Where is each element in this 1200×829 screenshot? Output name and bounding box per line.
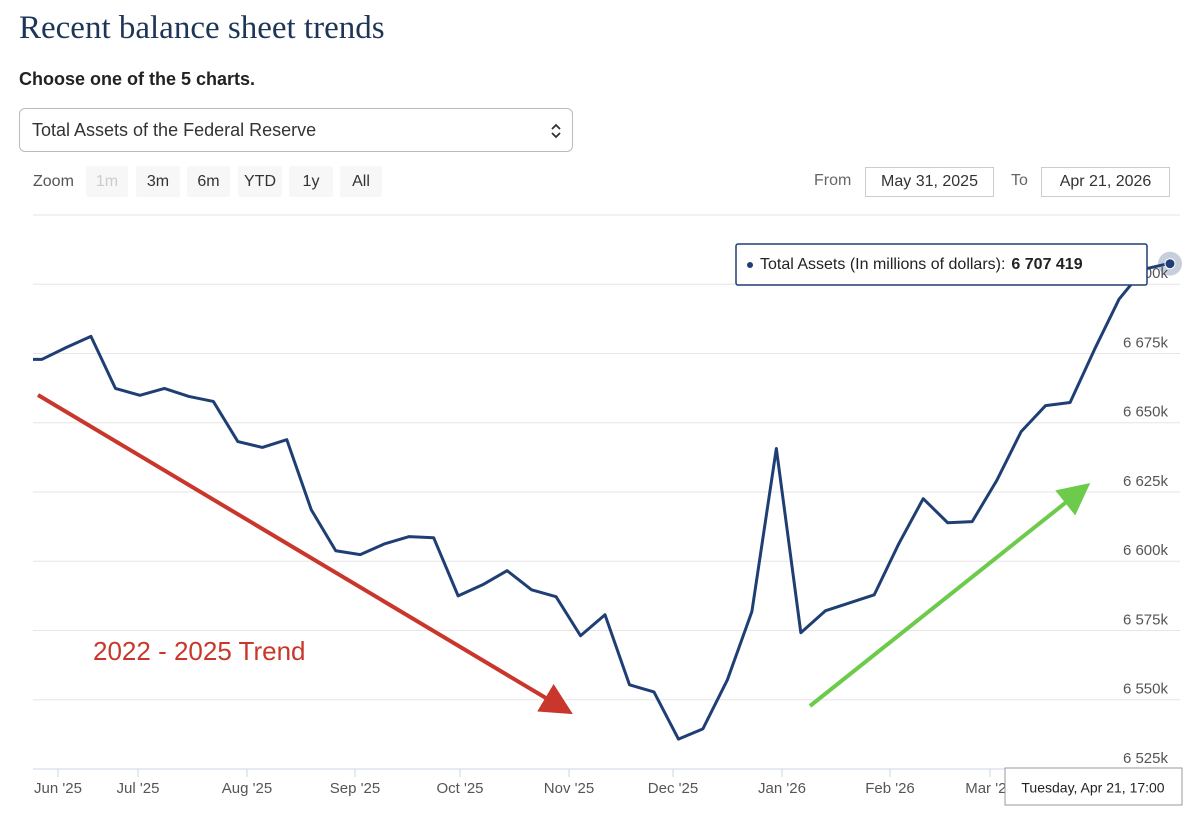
y-tick-label: 6 650k — [1123, 404, 1169, 421]
selected-option: Total Assets of the Federal Reserve — [32, 120, 317, 140]
to-label: To — [1011, 172, 1028, 189]
tooltip-box — [735, 243, 1148, 286]
tooltip-value: 6 707 419 — [1011, 256, 1082, 273]
hover-point — [1164, 258, 1176, 270]
zoom-button[interactable]: All — [340, 166, 382, 197]
x-tick-label: Jan '26 — [758, 780, 806, 797]
select-icon — [551, 123, 561, 139]
tooltip-marker — [747, 262, 753, 268]
x-tick-label: Oct '25 — [436, 780, 483, 797]
green-trend-arrow — [808, 483, 1091, 708]
zoom-button[interactable]: 6m — [187, 166, 230, 197]
y-tick-label: 6 575k — [1123, 611, 1169, 628]
x-tick-label: Mar '26 — [965, 780, 1015, 797]
red-trend-arrow — [36, 393, 573, 715]
x-tick-label: Jun '25 — [34, 780, 82, 797]
y-tick-label: 6 675k — [1123, 334, 1169, 351]
page-title: Recent balance sheet trends — [19, 10, 385, 46]
x-tick-label: Nov '25 — [544, 780, 594, 797]
data-line — [33, 262, 1169, 741]
annotation: 2022 - 2025 Trend — [93, 636, 306, 666]
x-tick-label: Aug '25 — [222, 780, 272, 797]
y-tick-label: 6 550k — [1123, 681, 1169, 698]
x-tick-label: Dec '25 — [648, 780, 698, 797]
x-tick-label: Feb '26 — [865, 780, 915, 797]
from-input[interactable]: May 31, 2025 — [865, 167, 994, 197]
date-tooltip: Tuesday, Apr 21, 17:00 — [1021, 780, 1164, 796]
to-input[interactable]: Apr 21, 2026 — [1041, 167, 1170, 197]
y-tick-label: 6 525k — [1123, 750, 1169, 767]
tooltip-label: Total Assets (In millions of dollars): — [760, 256, 1005, 273]
zoom-button[interactable]: 3m — [136, 166, 180, 197]
tooltip-text: Total Assets (In millions of dollars): 6 … — [760, 256, 1083, 273]
y-tick-label: 6 600k — [1123, 542, 1169, 559]
x-tick-label: Jul '25 — [117, 780, 160, 797]
date-tooltip-box — [1004, 767, 1183, 806]
zoom-button[interactable]: 1m — [86, 166, 128, 197]
from-label: From — [814, 172, 852, 189]
zoom-button[interactable]: 1y — [289, 166, 333, 197]
zoom-label: Zoom — [33, 173, 74, 190]
y-tick-label: 6 625k — [1123, 473, 1169, 490]
prompt: Choose one of the 5 charts. — [19, 69, 256, 89]
zoom-button[interactable]: YTD — [238, 166, 282, 197]
chart-selector[interactable]: Total Assets of the Federal Reserve — [19, 108, 573, 152]
x-tick-label: Sep '25 — [330, 780, 380, 797]
